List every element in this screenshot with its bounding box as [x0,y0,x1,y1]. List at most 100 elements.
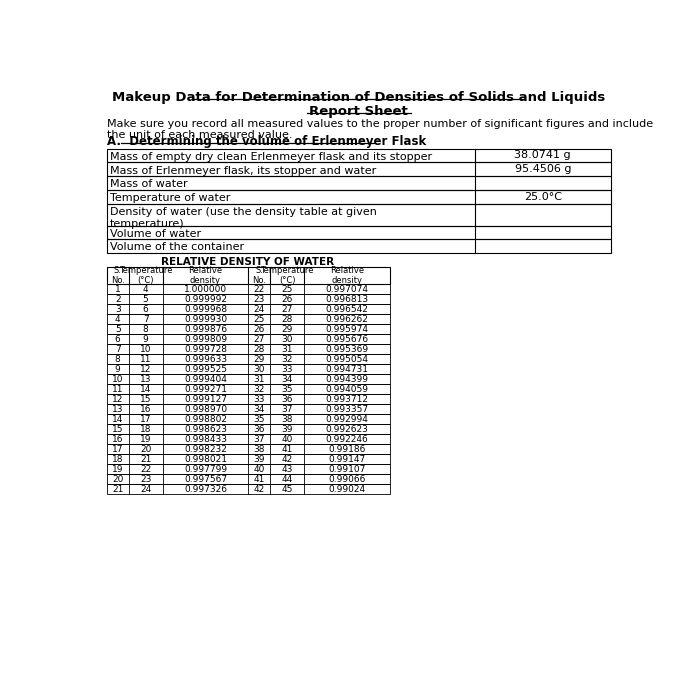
Text: 0.99107: 0.99107 [328,465,365,474]
Text: 0.999992: 0.999992 [184,294,227,303]
Bar [107,176,610,190]
Bar [107,334,390,344]
Text: 36: 36 [281,395,293,404]
Text: 31: 31 [253,375,265,384]
Text: 17: 17 [112,445,123,454]
Text: 2: 2 [115,294,120,303]
Text: 35: 35 [253,415,265,424]
Text: 33: 33 [253,395,265,404]
Text: 25.0°C: 25.0°C [524,192,562,202]
Text: 7: 7 [143,315,148,324]
Text: RELATIVE DENSITY OF WATER: RELATIVE DENSITY OF WATER [162,257,335,267]
Text: 20: 20 [112,475,123,484]
Text: 4: 4 [115,315,120,324]
Text: 6: 6 [143,305,148,314]
Text: 0.999930: 0.999930 [184,315,227,324]
Text: 0.995676: 0.995676 [326,335,368,344]
Text: 19: 19 [140,435,151,444]
Text: 24: 24 [253,305,265,314]
Text: 0.998433: 0.998433 [184,435,227,444]
Text: 18: 18 [140,425,151,433]
Bar [107,464,390,474]
Text: 0.999809: 0.999809 [184,335,227,344]
Text: 8: 8 [115,354,120,363]
Text: 45: 45 [281,485,293,493]
Text: 11: 11 [140,354,151,363]
Text: Mass of Erlenmeyer flask, its stopper and water: Mass of Erlenmeyer flask, its stopper an… [110,166,376,175]
Text: 14: 14 [112,415,123,424]
Text: 15: 15 [140,395,151,404]
Text: 28: 28 [281,315,293,324]
Text: 1: 1 [115,284,120,294]
Text: 95.4506 g: 95.4506 g [514,164,571,174]
Text: 0.999728: 0.999728 [184,345,227,354]
Text: 0.996813: 0.996813 [326,294,368,303]
Text: 16: 16 [140,405,151,414]
Text: 35: 35 [281,384,293,394]
Text: 0.999271: 0.999271 [184,384,227,394]
Text: 14: 14 [140,384,151,394]
Bar [107,364,390,374]
Text: 7: 7 [115,345,120,354]
Text: 0.998021: 0.998021 [184,455,227,463]
Text: 38: 38 [281,415,293,424]
Text: 1.000000: 1.000000 [184,284,227,294]
Text: 0.997326: 0.997326 [184,485,227,493]
Bar [107,204,610,226]
Bar [107,424,390,434]
Text: 32: 32 [253,384,265,394]
Text: 37: 37 [253,435,265,444]
Text: Volume of the container: Volume of the container [110,243,244,252]
Text: 17: 17 [140,415,151,424]
Text: 3: 3 [115,305,120,314]
Text: 16: 16 [112,435,123,444]
Text: 25: 25 [253,315,265,324]
Bar [107,374,390,384]
Text: 9: 9 [143,335,148,344]
Text: 6: 6 [115,335,120,344]
Bar [107,240,610,253]
Text: 26: 26 [253,324,265,333]
Text: 10: 10 [112,375,123,384]
Bar [107,324,390,334]
Text: 0.998802: 0.998802 [184,415,227,424]
Text: 0.999968: 0.999968 [184,305,227,314]
Bar [107,304,390,314]
Text: 0.992623: 0.992623 [326,425,368,433]
Text: 8: 8 [143,324,148,333]
Text: 0.99024: 0.99024 [328,485,365,493]
Text: 0.992994: 0.992994 [326,415,368,424]
Bar [107,267,390,284]
Text: 30: 30 [253,365,265,374]
Text: 0.998232: 0.998232 [184,445,227,454]
Text: 0.993357: 0.993357 [326,405,368,414]
Text: 4: 4 [143,284,148,294]
Text: 38.0741 g: 38.0741 g [514,150,571,161]
Text: 32: 32 [281,354,293,363]
Bar [107,226,610,240]
Bar [107,354,390,364]
Text: 0.994059: 0.994059 [326,384,368,394]
Text: 0.995369: 0.995369 [326,345,368,354]
Text: 0.999127: 0.999127 [184,395,227,404]
Text: 33: 33 [281,365,293,374]
Text: 19: 19 [112,465,123,474]
Text: 22: 22 [140,465,151,474]
Text: 25: 25 [281,284,293,294]
Text: 34: 34 [281,375,293,384]
Text: 12: 12 [140,365,151,374]
Text: S.
No.: S. No. [111,266,125,285]
Text: 20: 20 [140,445,151,454]
Bar [107,454,390,464]
Text: 0.99147: 0.99147 [328,455,365,463]
Bar [107,415,390,424]
Text: 39: 39 [253,455,265,463]
Text: S.
No.: S. No. [252,266,266,285]
Text: 0.997799: 0.997799 [184,465,227,474]
Text: 0.993712: 0.993712 [326,395,368,404]
Text: Density of water (use the density table at given
temperature): Density of water (use the density table … [110,207,377,229]
Text: 28: 28 [253,345,265,354]
Text: 21: 21 [112,485,123,493]
Bar [107,434,390,445]
Text: 40: 40 [253,465,265,474]
